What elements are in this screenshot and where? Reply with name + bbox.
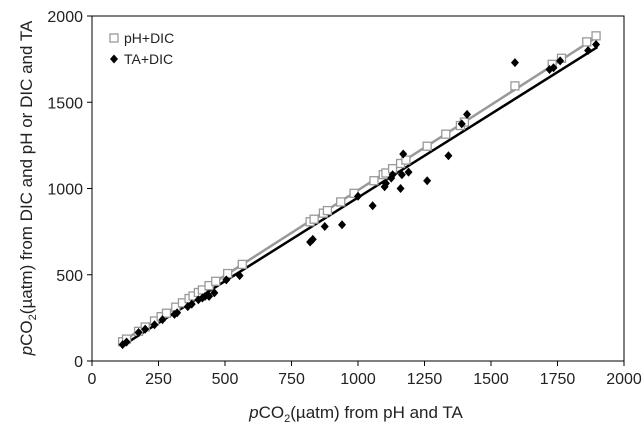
point-ph-dic: [211, 276, 221, 286]
point-ta-dic: [396, 184, 405, 193]
point-ta-dic: [187, 299, 196, 309]
y-tick-label: 0: [74, 354, 83, 371]
point-ta-dic: [423, 176, 432, 186]
point-ta-dic: [173, 308, 182, 318]
point-ta-dic: [308, 234, 317, 244]
point-ta-dic: [338, 220, 347, 230]
point-ph-dic: [223, 268, 233, 279]
legend-label-ph-dic: pH+DIC: [124, 30, 174, 46]
point-ta-dic: [463, 109, 472, 119]
x-tick-label: 2000: [606, 371, 642, 388]
point-ta-dic: [444, 151, 453, 161]
point-ta-dic: [150, 320, 159, 330]
point-ta-dic: [510, 58, 519, 68]
point-ph-dic: [336, 197, 346, 207]
x-tick-label: 250: [145, 371, 172, 388]
data-points: [117, 31, 601, 350]
x-tick-label: 0: [88, 371, 97, 388]
legend: pH+DIC TA+DIC: [109, 30, 174, 67]
legend-marker-ph-dic: [109, 33, 119, 43]
point-ta-dic: [592, 39, 601, 49]
point-ta-dic: [388, 170, 397, 180]
point-ph-dic: [422, 141, 432, 151]
point-ph-dic: [591, 31, 601, 41]
point-ph-dic: [161, 308, 172, 318]
point-ta-dic: [457, 119, 466, 129]
point-ta-dic: [158, 315, 167, 325]
point-ph-dic: [401, 155, 411, 165]
point-ta-dic: [320, 221, 329, 231]
point-ta-dic: [354, 191, 362, 201]
point-ph-dic: [582, 37, 592, 47]
point-ph-dic: [322, 205, 333, 216]
point-ta-dic: [205, 291, 214, 301]
legend-marker-ta-dic: [110, 54, 118, 64]
point-ta-dic: [134, 328, 143, 338]
x-tick-label: 1000: [340, 371, 376, 388]
point-ph-dic: [309, 214, 319, 224]
point-ph-dic: [510, 81, 520, 91]
point-ta-dic: [141, 324, 150, 334]
point-ta-dic: [222, 275, 231, 285]
x-axis-title: pCO2(µatm) from pH and TA: [248, 403, 463, 425]
y-tick-label: 1000: [47, 182, 83, 199]
y-tick-label: 500: [56, 268, 83, 285]
x-tick-label: 1500: [473, 371, 509, 388]
point-ta-dic: [210, 288, 219, 298]
point-ta-dic: [381, 178, 390, 188]
point-ta-dic: [368, 201, 377, 211]
point-ta-dic: [556, 56, 565, 66]
x-tick-label: 500: [212, 371, 239, 388]
point-ta-dic: [399, 149, 408, 159]
x-tick-label: 750: [278, 371, 305, 388]
legend-label-ta-dic: TA+DIC: [124, 51, 173, 67]
y-tick-label: 1500: [47, 95, 83, 112]
axis-ticks: 0 250 500 750 1000 1250 1500 1750 2000 0 500 1000 15…: [47, 9, 641, 388]
point-ta-dic: [404, 167, 413, 177]
y-tick-label: 2000: [47, 9, 83, 26]
x-tick-label: 1250: [407, 371, 443, 388]
point-ph-dic: [369, 176, 379, 186]
point-ph-dic: [441, 129, 451, 139]
point-ta-dic: [584, 46, 593, 55]
y-axis-title: pCO2(µatm) from DIC and pH or DIC and TA: [17, 20, 39, 356]
x-tick-label: 1750: [540, 371, 576, 388]
point-ta-dic: [549, 63, 558, 73]
point-ta-dic: [235, 271, 244, 281]
point-ta-dic: [122, 337, 131, 347]
point-ta-dic: [397, 170, 406, 180]
point-ph-dic: [237, 259, 247, 270]
